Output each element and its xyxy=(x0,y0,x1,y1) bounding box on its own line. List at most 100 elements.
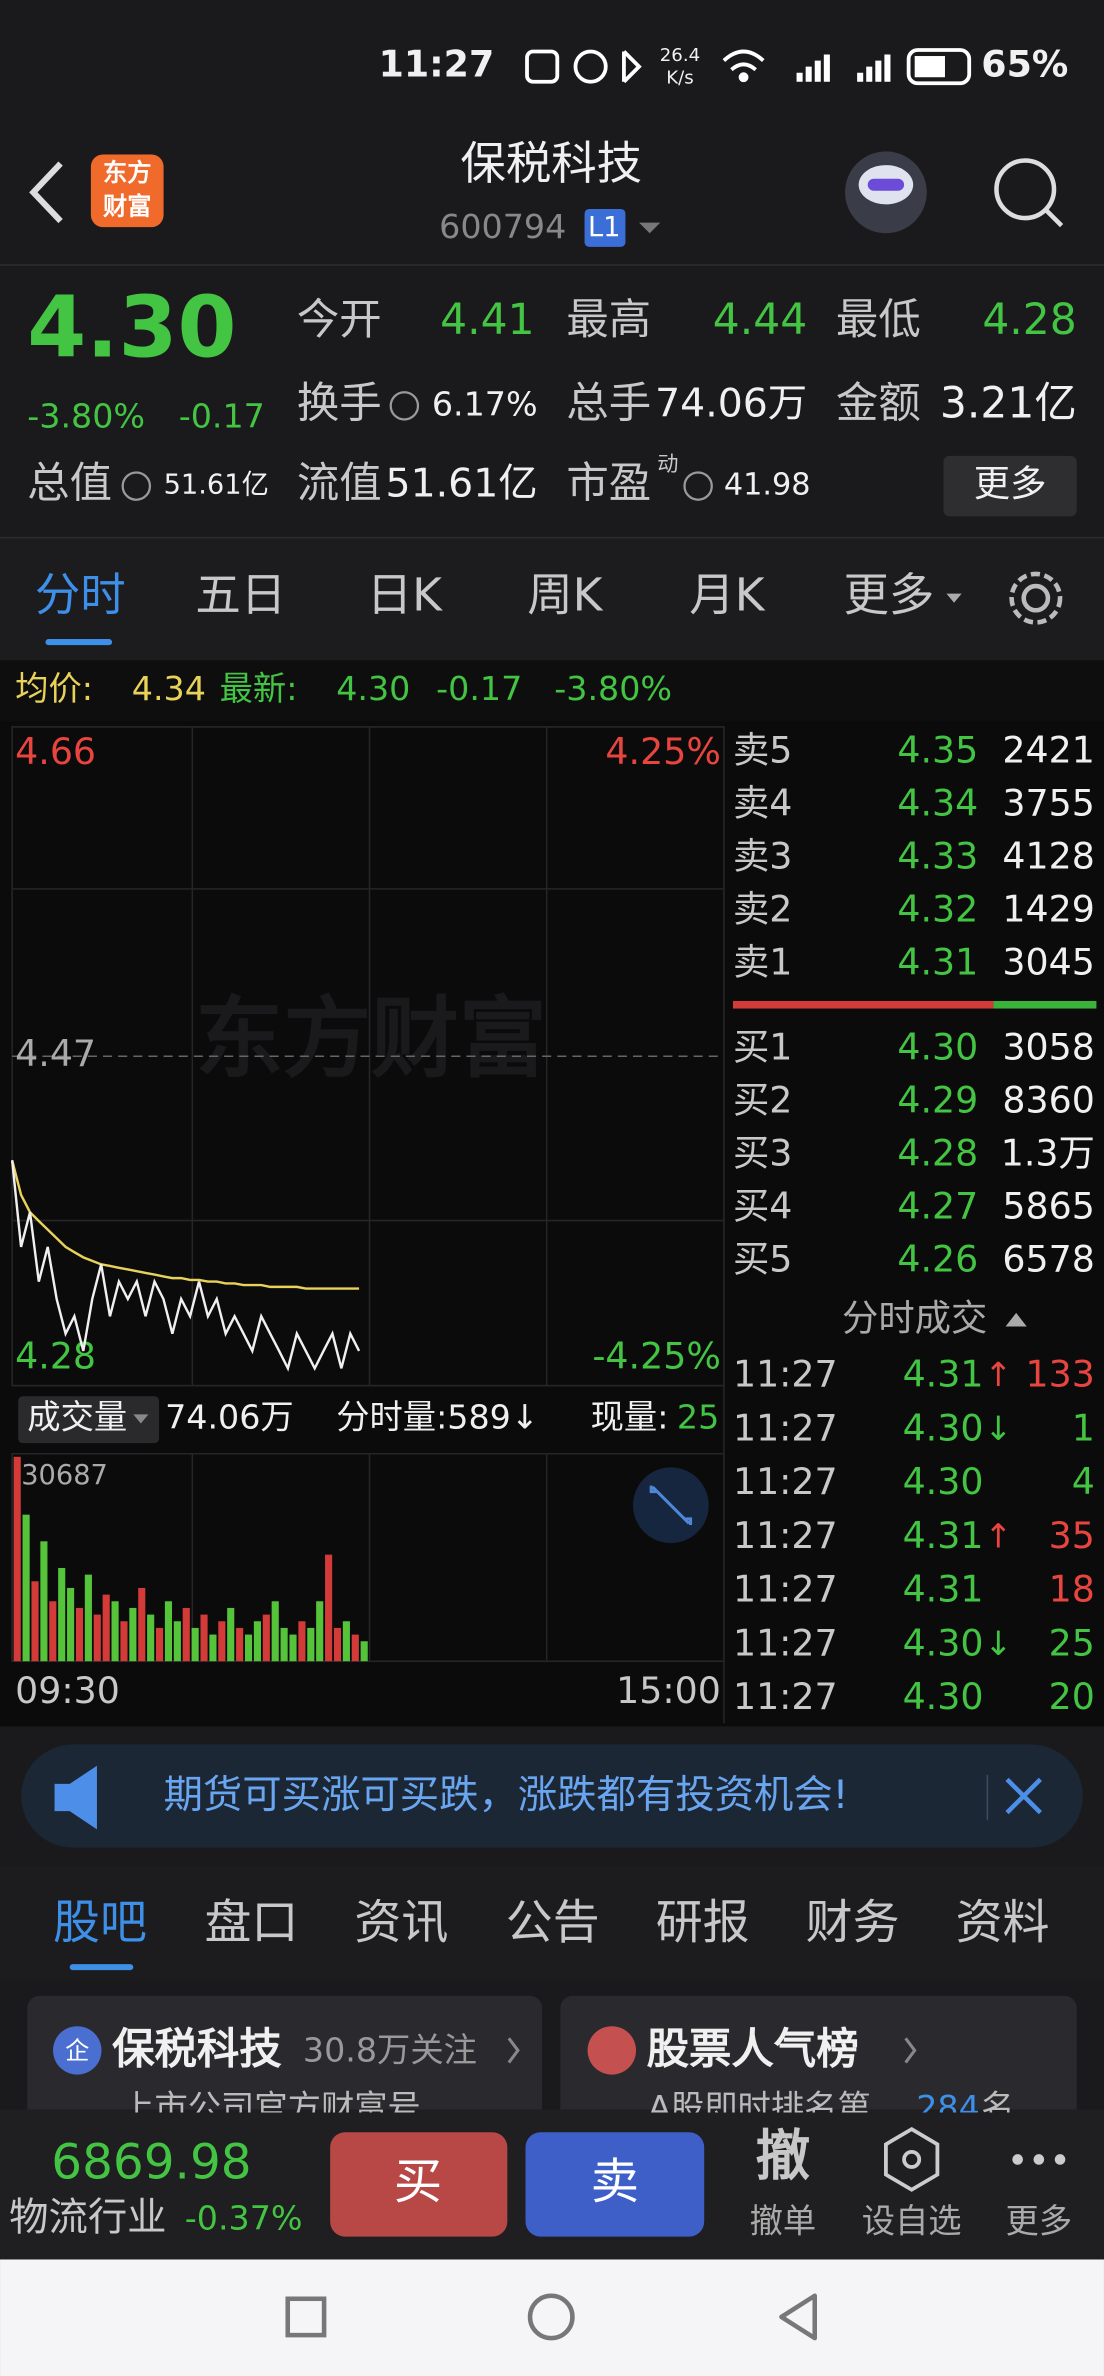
settings-button[interactable] xyxy=(1009,571,1063,625)
volume-bar xyxy=(333,1627,342,1662)
volume-max: 30687 xyxy=(21,1460,108,1491)
bottom-tab[interactable]: 盘口 xyxy=(204,1896,298,1951)
tab[interactable]: 更多 xyxy=(844,569,935,622)
search-button[interactable] xyxy=(994,158,1064,228)
book-volume: 2421 xyxy=(1002,729,1094,772)
bottom-tab[interactable]: 公告 xyxy=(506,1896,600,1951)
field-value: 41.98 xyxy=(724,468,811,503)
system-nav xyxy=(0,2259,1104,2376)
tab-indicator xyxy=(69,1964,134,1971)
latest-price: 4.30 xyxy=(336,669,410,708)
more-button-label: 更多 xyxy=(974,462,1047,505)
avg-label: 均价: xyxy=(15,669,93,708)
volume-bar xyxy=(227,1607,235,1662)
buy-side-bar xyxy=(993,1000,1097,1009)
volume-bar xyxy=(307,1627,315,1662)
bottom-tab[interactable]: 研报 xyxy=(656,1896,750,1951)
back-button[interactable] xyxy=(29,161,63,224)
book-volume: 1429 xyxy=(1002,888,1094,931)
book-price: 4.29 xyxy=(897,1078,978,1121)
trade-time: 11:27 xyxy=(733,1675,838,1718)
card[interactable] xyxy=(560,1995,1077,2133)
logo-text: 财富 xyxy=(103,192,151,220)
change: -0.17 xyxy=(179,396,265,435)
clock: 11:27 xyxy=(379,43,495,86)
card-badge-text: 企 xyxy=(65,2037,89,2065)
bottom-tab[interactable]: 资料 xyxy=(956,1896,1050,1951)
volume-bar xyxy=(244,1634,253,1662)
latest-change: -0.17 xyxy=(436,669,522,708)
field-label: 金额 xyxy=(836,378,921,427)
trade-volume: 18 xyxy=(1049,1568,1095,1611)
sector-name: 物流行业 xyxy=(9,2195,166,2241)
bottom-tab[interactable]: 资讯 xyxy=(354,1896,448,1951)
more-button[interactable] xyxy=(943,455,1077,517)
tab[interactable]: 五日 xyxy=(195,569,286,622)
chevrons xyxy=(507,2037,917,2064)
trade-price: 4.30 xyxy=(903,1621,984,1664)
tab[interactable]: 日K xyxy=(367,569,443,622)
volume-bar xyxy=(351,1634,359,1662)
trade-direction: ↓ xyxy=(984,1624,1012,1663)
banner-text[interactable]: 期货可买涨可买跌，涨跌都有投资机会! xyxy=(164,1772,849,1818)
current-volume: 25 xyxy=(677,1397,719,1436)
rank-icon xyxy=(587,2026,637,2075)
time-label: 09:30 xyxy=(15,1669,120,1712)
book-price: 4.35 xyxy=(897,729,978,772)
buy-button[interactable] xyxy=(330,2132,508,2237)
trade-volume: 1 xyxy=(1072,1406,1095,1449)
book-volume: 6578 xyxy=(1002,1237,1094,1280)
bottom-tab[interactable]: 股吧 xyxy=(53,1896,147,1951)
volume-bar xyxy=(316,1601,324,1662)
trade-time: 11:27 xyxy=(733,1514,838,1557)
more-label[interactable]: 更多 xyxy=(1006,2202,1073,2241)
trade-price: 4.31 xyxy=(903,1353,984,1396)
back-nav-button[interactable] xyxy=(779,2293,818,2341)
bottom-tab[interactable]: 财务 xyxy=(806,1896,900,1951)
volume-bar xyxy=(218,1621,226,1662)
cancel-label[interactable]: 撤单 xyxy=(750,2202,817,2241)
card[interactable] xyxy=(27,1995,543,2133)
book-label: 买4 xyxy=(733,1184,792,1227)
volume-bar xyxy=(129,1607,137,1662)
tab[interactable]: 月K xyxy=(689,569,765,622)
info-icon[interactable] xyxy=(121,471,152,501)
book-volume: 3058 xyxy=(1002,1025,1094,1068)
stock-name: 保税科技 xyxy=(460,137,642,190)
field-value: 4.28 xyxy=(982,295,1076,344)
sell-button[interactable] xyxy=(525,2132,705,2237)
trade-price: 4.30 xyxy=(903,1406,984,1449)
trade-price: 4.31 xyxy=(903,1514,984,1557)
tab[interactable]: 周K xyxy=(527,569,603,622)
close-banner[interactable] xyxy=(1005,1777,1042,1815)
trade-time: 11:27 xyxy=(733,1460,838,1503)
info-icon[interactable] xyxy=(683,471,713,501)
volume-selector[interactable] xyxy=(18,1396,160,1444)
book-label: 买3 xyxy=(733,1131,792,1174)
book-price: 4.30 xyxy=(897,1025,978,1068)
bottom-tabs-bg xyxy=(0,1865,1104,1981)
volume-bar xyxy=(271,1601,279,1662)
volume-bar xyxy=(253,1621,261,1662)
banner[interactable] xyxy=(21,1744,1083,1848)
watch-label[interactable]: 设自选 xyxy=(862,2202,962,2241)
volume-bar xyxy=(156,1627,164,1662)
book-volume: 8360 xyxy=(1002,1078,1094,1121)
recents-button[interactable] xyxy=(285,2296,327,2338)
pct-label: 4.25% xyxy=(605,730,720,773)
tab[interactable]: 分时 xyxy=(35,569,126,622)
pct-label: -4.25% xyxy=(592,1334,721,1377)
avg-line xyxy=(10,1159,360,1290)
minute-volume: 分时量:589↓ xyxy=(336,1397,539,1436)
volume-bar xyxy=(280,1627,288,1662)
latest-label: 最新: xyxy=(220,669,298,708)
field-value: 51.61亿 xyxy=(164,470,269,501)
info-icon[interactable] xyxy=(389,391,420,421)
volume-bar xyxy=(49,1601,57,1662)
volume-bar xyxy=(111,1601,119,1662)
field-value: 74.06万 xyxy=(655,380,807,426)
nav-icons xyxy=(29,151,1077,646)
book-volume: 5865 xyxy=(1002,1184,1094,1227)
home-button[interactable] xyxy=(527,2293,575,2341)
book-volume: 4128 xyxy=(1002,835,1094,878)
